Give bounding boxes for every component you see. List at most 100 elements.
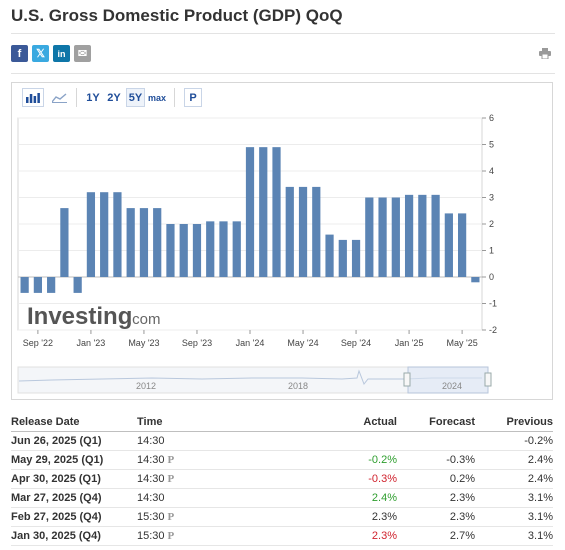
actual-cell [237, 431, 397, 451]
gdp-bar[interactable] [351, 239, 361, 277]
x-tick-label: Sep '24 [341, 338, 371, 348]
gdp-bar[interactable] [365, 197, 374, 278]
gdp-bar[interactable] [391, 197, 400, 278]
x-tick-label: May '25 [446, 338, 477, 348]
previous-cell: 3.1% [475, 507, 553, 527]
gdp-bar[interactable] [192, 224, 202, 277]
gdp-bar[interactable] [73, 277, 82, 293]
y-tick-label: 3 [489, 193, 494, 203]
header-release-date: Release Date [11, 412, 137, 432]
preliminary-toggle-button[interactable]: P [184, 88, 202, 107]
bar-chart-type-button[interactable] [22, 88, 44, 107]
email-share-button[interactable]: ✉ [74, 45, 91, 62]
gdp-bar[interactable] [126, 208, 135, 277]
previous-cell: 2.4% [475, 469, 553, 489]
navigator[interactable]: 2012 2018 2024 [17, 366, 492, 394]
facebook-icon: f [17, 47, 22, 60]
table-row: Jan 30, 2025 (Q4) 15:30 P 2.3% 2.7% 3.1% [11, 526, 553, 546]
time-value: 15:30 [137, 511, 165, 523]
gdp-bar[interactable] [431, 194, 440, 277]
time-cell: 14:30 P [137, 469, 237, 489]
linkedin-share-button[interactable]: in [53, 45, 70, 62]
gdp-bar[interactable] [259, 147, 268, 277]
gdp-bar[interactable] [404, 194, 414, 277]
actual-cell: 2.3% [237, 507, 397, 527]
gdp-bar[interactable] [100, 192, 109, 277]
gdp-bar[interactable] [285, 186, 294, 277]
y-tick-label: -2 [489, 325, 497, 335]
previous-cell: 3.1% [475, 526, 553, 546]
gdp-bar[interactable] [312, 186, 321, 277]
range-max-button[interactable]: max [148, 88, 166, 107]
table-row: Apr 30, 2025 (Q1) 14:30 P -0.3% 0.2% 2.4% [11, 469, 553, 489]
gdp-bar[interactable] [418, 194, 427, 277]
gdp-bar[interactable] [338, 239, 347, 277]
header-previous: Previous [475, 412, 553, 432]
release-date-cell: Mar 27, 2025 (Q4) [11, 488, 137, 508]
facebook-share-button[interactable]: f [11, 45, 28, 62]
x-tick-label: Jan '24 [236, 338, 265, 348]
table-row: Jun 26, 2025 (Q1) 14:30 -0.2% [11, 431, 553, 451]
gdp-bar[interactable] [298, 186, 308, 277]
gdp-bar[interactable] [166, 224, 175, 277]
gdp-bar[interactable] [272, 147, 281, 277]
gdp-bar[interactable] [33, 277, 42, 293]
share-divider [11, 73, 555, 74]
gdp-bar[interactable] [458, 213, 467, 277]
table-row: May 29, 2025 (Q1) 14:30 P -0.2% -0.3% 2.4% [11, 450, 553, 470]
navigator-right-handle[interactable] [484, 372, 492, 387]
gdp-bar[interactable] [378, 197, 387, 278]
gdp-bar[interactable] [113, 192, 122, 277]
range-2y-button[interactable]: 2Y [105, 88, 123, 107]
x-tick-label: Sep '23 [182, 338, 212, 348]
preliminary-marker: P [167, 511, 175, 523]
forecast-cell: 2.3% [397, 507, 475, 527]
time-value: 14:30 [137, 454, 165, 466]
gdp-bar[interactable] [206, 221, 215, 277]
linkedin-icon: in [57, 48, 66, 59]
twitter-share-button[interactable]: 𝕏 [32, 45, 49, 62]
forecast-cell: 2.3% [397, 488, 475, 508]
area-chart-icon [51, 92, 67, 103]
previous-cell: 2.4% [475, 450, 553, 470]
time-cell: 14:30 [137, 431, 237, 451]
preliminary-marker: P [167, 454, 175, 466]
gdp-bar[interactable] [232, 221, 241, 277]
investing-watermark: Investing .com [27, 303, 161, 330]
time-cell: 15:30 P [137, 507, 237, 527]
navigator-year: 2018 [288, 381, 308, 391]
gdp-bar[interactable] [179, 224, 188, 277]
time-value: 14:30 [137, 435, 165, 447]
gdp-bar[interactable] [47, 277, 56, 293]
navigator-series [18, 369, 482, 385]
gdp-bar[interactable] [20, 277, 29, 293]
release-date-cell: Feb 27, 2025 (Q4) [11, 507, 137, 527]
y-tick-label: 4 [489, 166, 494, 176]
navigator-year: 2024 [442, 381, 462, 391]
gdp-bar[interactable] [245, 147, 255, 277]
email-icon: ✉ [77, 48, 88, 60]
release-date-cell: Apr 30, 2025 (Q1) [11, 469, 137, 489]
bar-chart-icon [26, 92, 40, 103]
release-date-cell: Jun 26, 2025 (Q1) [11, 431, 137, 451]
time-value: 15:30 [137, 530, 165, 542]
previous-cell: 3.1% [475, 488, 553, 508]
gdp-bar[interactable] [219, 221, 228, 277]
actual-cell: 2.4% [237, 488, 397, 508]
print-icon[interactable] [539, 48, 551, 59]
range-5y-button[interactable]: 5Y [126, 88, 145, 107]
gdp-bar[interactable] [60, 208, 69, 277]
gdp-bar[interactable] [325, 234, 334, 277]
gdp-bar[interactable] [153, 208, 162, 277]
release-date-cell: May 29, 2025 (Q1) [11, 450, 137, 470]
gdp-bar[interactable] [139, 208, 149, 277]
range-1y-button[interactable]: 1Y [84, 88, 102, 107]
gdp-bar[interactable] [444, 213, 453, 277]
navigator-left-handle[interactable] [403, 372, 411, 387]
y-tick-label: 2 [489, 219, 494, 229]
release-date-cell: Jan 30, 2025 (Q4) [11, 526, 137, 546]
gdp-bar[interactable] [86, 192, 96, 277]
toolbar-separator [76, 88, 77, 107]
area-chart-type-button[interactable] [48, 88, 70, 107]
gdp-bar[interactable] [471, 277, 480, 283]
